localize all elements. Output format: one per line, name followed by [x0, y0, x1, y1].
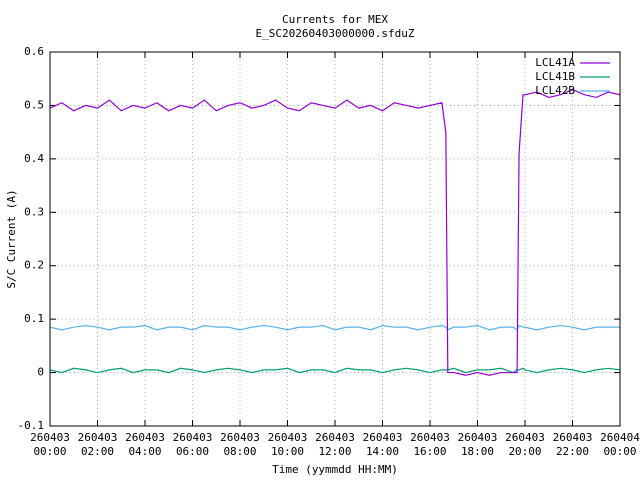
plot-frame	[49, 51, 621, 427]
x-tick-label: 260403 04:00	[125, 431, 165, 458]
legend-label: LCL41A	[535, 56, 575, 69]
x-tick-label: 260403 22:00	[553, 431, 593, 458]
x-tick-label: 260403 10:00	[268, 431, 308, 458]
x-tick-label: 260403 12:00	[315, 431, 355, 458]
x-tick-label: 260403 00:00	[30, 431, 70, 458]
series-line	[49, 88, 621, 376]
x-tick-label: 260403 02:00	[78, 431, 118, 458]
y-tick-label: 0	[37, 366, 44, 379]
y-tick-label: 0.1	[24, 312, 44, 325]
x-tick-label: 260403 18:00	[458, 431, 498, 458]
y-tick-label: -0.1	[18, 419, 45, 432]
series-line	[49, 324, 620, 331]
x-tick-label: 260403 08:00	[220, 431, 260, 458]
x-tick-label: 260404 00:00	[600, 431, 640, 458]
x-tick-label: 260403 20:00	[505, 431, 545, 458]
y-tick-label: 0.6	[24, 45, 44, 58]
y-axis-label: S/C Current (A)	[5, 189, 18, 288]
legend-label: LCL41B	[535, 70, 575, 83]
legend-label: LCL42B	[535, 84, 575, 97]
y-tick-label: 0.2	[24, 259, 44, 272]
x-tick-label: 260403 06:00	[173, 431, 213, 458]
series-line	[49, 367, 621, 374]
chart-subtitle: E_SC20260403000000.sfduZ	[256, 27, 415, 40]
y-tick-label: 0.4	[24, 152, 44, 165]
y-tick-label: 0.5	[24, 98, 44, 111]
chart-title: Currents for MEX	[282, 13, 388, 26]
x-tick-label: 260403 16:00	[410, 431, 450, 458]
y-tick-label: 0.3	[24, 205, 44, 218]
x-axis-label: Time (yymmdd HH:MM)	[272, 463, 398, 476]
x-tick-label: 260403 14:00	[363, 431, 403, 458]
